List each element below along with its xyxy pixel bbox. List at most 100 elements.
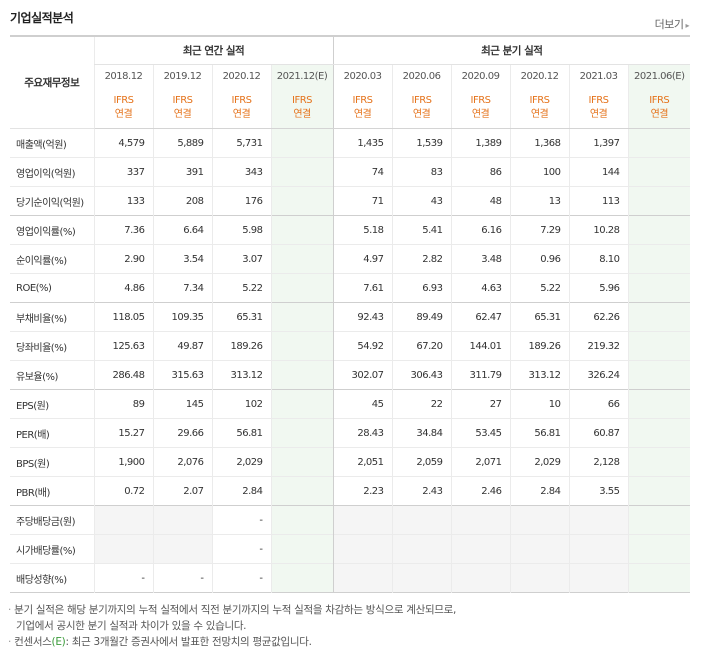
ifrs-consolidated: 연결	[293, 109, 311, 120]
ifrs-consolidated: 연결	[530, 109, 549, 120]
cell-value	[627, 563, 691, 593]
cell-value	[270, 447, 334, 477]
cell-value: 15.27	[93, 418, 153, 448]
table-row: 유보율(%) 286.48 315.63 313.12 302.07 306.43 311.…	[10, 360, 691, 390]
row-label: 배당성향(%)	[10, 563, 94, 593]
row-label: PER(배)	[10, 418, 94, 448]
cell-value: 8.10	[568, 244, 629, 274]
cell-value: 208	[152, 186, 212, 216]
cell-value: 1,368	[509, 128, 570, 158]
note-consensus-prefix: 컨센서스	[14, 636, 52, 648]
table-row: 순이익률(%) 2.90 3.54 3.07 4.97 2.82 3.48 0.96 8.10	[10, 244, 691, 274]
cell-value: 7.61	[332, 273, 393, 303]
cell-value: 5.41	[391, 215, 452, 245]
cell-value: 74	[332, 157, 393, 187]
note-consensus-text: : 최근 3개월간 증권사에서 발표한 전망치의 평균값입니다.	[65, 636, 312, 648]
arrow-right-icon: ▸	[685, 21, 689, 30]
cell-value: 62.26	[568, 302, 629, 332]
note-quarterly-line1: 분기 실적은 해당 분기까지의 누적 실적에서 직전 분기까지의 누적 실적을 …	[14, 604, 457, 616]
cell-value: 4.63	[450, 273, 511, 303]
ifrs-label: IFRS 연결	[211, 88, 271, 129]
cell-value: 2.23	[332, 476, 393, 506]
period-header: 2021.12(E)	[270, 64, 334, 88]
cell-value: 145	[152, 389, 212, 419]
cell-value: 0.72	[93, 476, 153, 506]
cell-value: 28.43	[332, 418, 393, 448]
ifrs-label: IFRS 연결	[391, 88, 452, 129]
cell-value: 118.05	[93, 302, 153, 332]
note-quarterly-line2: 기업에서 공시한 분기 실적과 차이가 있을 수 있습니다.	[16, 620, 247, 632]
cell-value	[509, 563, 570, 593]
cell-value	[627, 157, 691, 187]
cell-value	[568, 563, 629, 593]
period-header: 2021.06(E)	[627, 64, 691, 88]
cell-value	[270, 302, 334, 332]
ifrs-standard: IFRS	[172, 95, 194, 106]
ifrs-label: IFRS 연결	[93, 88, 153, 129]
cell-value: 1,435	[332, 128, 393, 158]
cell-value	[270, 534, 334, 564]
cell-value	[391, 505, 452, 535]
cell-value: 5,731	[211, 128, 271, 158]
cell-value: 176	[211, 186, 271, 216]
note-quarterly: · 분기 실적은 해당 분기까지의 누적 실적에서 직전 분기까지의 누적 실적…	[8, 602, 456, 634]
row-label: 영업이익률(%)	[10, 215, 94, 245]
cell-value	[509, 534, 570, 564]
cell-value: 22	[391, 389, 452, 419]
cell-value: 2.43	[391, 476, 452, 506]
cell-value	[450, 505, 511, 535]
ifrs-consolidated: 연결	[471, 109, 490, 120]
cell-value: 189.26	[509, 331, 570, 361]
cell-value: 113	[568, 186, 629, 216]
cell-value: 34.84	[391, 418, 452, 448]
cell-value: 48	[450, 186, 511, 216]
cell-value: 53.45	[450, 418, 511, 448]
cell-value: 29.66	[152, 418, 212, 448]
note-consensus: · 컨센서스(E): 최근 3개월간 증권사에서 발표한 전망치의 평균값입니다…	[8, 634, 312, 650]
ifrs-header-row: IFRS 연결 IFRS 연결 IFRS 연결 IFRS 연결 IFRS 연결 IFRS 연결 IFRS…	[10, 88, 691, 129]
cell-value	[627, 360, 691, 390]
cell-value	[332, 534, 393, 564]
cell-value: 311.79	[450, 360, 511, 390]
ifrs-consolidated: 연결	[173, 109, 192, 120]
table-row: 매출액(억원) 4,579 5,889 5,731 1,435 1,539 1,389 1,3…	[10, 128, 691, 158]
cell-value: 89	[93, 389, 153, 419]
cell-value	[627, 302, 691, 332]
more-link[interactable]: 더보기 ▸	[655, 16, 690, 32]
cell-value: 2,071	[450, 447, 511, 477]
row-label: 영업이익(억원)	[10, 157, 94, 187]
ifrs-consolidated: 연결	[412, 109, 431, 120]
cell-value: 125.63	[93, 331, 153, 361]
cell-value: 0.96	[509, 244, 570, 274]
cell-value: 1,539	[391, 128, 452, 158]
row-label: 유보율(%)	[10, 360, 94, 390]
cell-value: 7.29	[509, 215, 570, 245]
cell-value: 3.54	[152, 244, 212, 274]
bullet-icon: ·	[8, 604, 12, 616]
ifrs-standard: IFRS	[231, 95, 253, 106]
ifrs-standard: IFRS	[649, 95, 670, 106]
cell-value: 100	[509, 157, 570, 187]
ifrs-label: IFRS 연결	[270, 88, 334, 129]
cell-value: 343	[211, 157, 271, 187]
cell-value	[391, 534, 452, 564]
table-row: PBR(배) 0.72 2.07 2.84 2.23 2.43 2.46 2.84 3.55	[10, 476, 691, 506]
cell-value	[270, 244, 334, 274]
table-row: EPS(원) 89 145 102 45 22 27 10 66	[10, 389, 691, 419]
cell-value: 144.01	[450, 331, 511, 361]
cell-value: 2.82	[391, 244, 452, 274]
cell-value	[568, 534, 629, 564]
ifrs-label: IFRS 연결	[509, 88, 570, 129]
ifrs-standard: IFRS	[352, 95, 374, 106]
cell-value	[270, 476, 334, 506]
cell-value	[270, 128, 334, 158]
cell-value: 2,076	[152, 447, 212, 477]
cell-value: 56.81	[211, 418, 271, 448]
ifrs-label: IFRS 연결	[152, 88, 212, 129]
cell-value: 45	[332, 389, 393, 419]
cell-value	[332, 505, 393, 535]
cell-value	[270, 273, 334, 303]
cell-value	[93, 505, 153, 535]
row-label: 매출액(억원)	[10, 128, 94, 158]
cell-value: 2.46	[450, 476, 511, 506]
